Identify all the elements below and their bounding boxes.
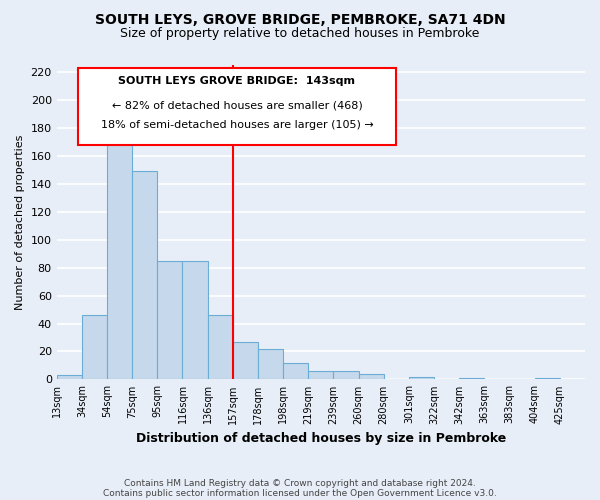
Text: Contains public sector information licensed under the Open Government Licence v3: Contains public sector information licen… — [103, 488, 497, 498]
Bar — [535, 378, 560, 380]
Text: 18% of semi-detached houses are larger (105) →: 18% of semi-detached houses are larger (… — [101, 120, 373, 130]
Text: Contains HM Land Registry data © Crown copyright and database right 2024.: Contains HM Land Registry data © Crown c… — [124, 478, 476, 488]
Bar — [107, 144, 132, 380]
Bar — [334, 371, 359, 380]
Text: ← 82% of detached houses are smaller (468): ← 82% of detached houses are smaller (46… — [112, 100, 362, 110]
Bar — [208, 315, 233, 380]
Text: Size of property relative to detached houses in Pembroke: Size of property relative to detached ho… — [121, 28, 479, 40]
Bar — [258, 348, 283, 380]
Bar — [82, 315, 107, 380]
Bar — [157, 260, 182, 380]
Text: SOUTH LEYS, GROVE BRIDGE, PEMBROKE, SA71 4DN: SOUTH LEYS, GROVE BRIDGE, PEMBROKE, SA71… — [95, 12, 505, 26]
Bar — [182, 260, 208, 380]
Y-axis label: Number of detached properties: Number of detached properties — [15, 134, 25, 310]
Bar — [283, 362, 308, 380]
Bar — [459, 378, 484, 380]
X-axis label: Distribution of detached houses by size in Pembroke: Distribution of detached houses by size … — [136, 432, 506, 445]
Bar — [308, 371, 334, 380]
Bar — [359, 374, 384, 380]
Bar — [409, 376, 434, 380]
Text: SOUTH LEYS GROVE BRIDGE:  143sqm: SOUTH LEYS GROVE BRIDGE: 143sqm — [119, 76, 355, 86]
Bar — [132, 171, 157, 380]
Bar — [56, 375, 82, 380]
Bar — [233, 342, 258, 380]
